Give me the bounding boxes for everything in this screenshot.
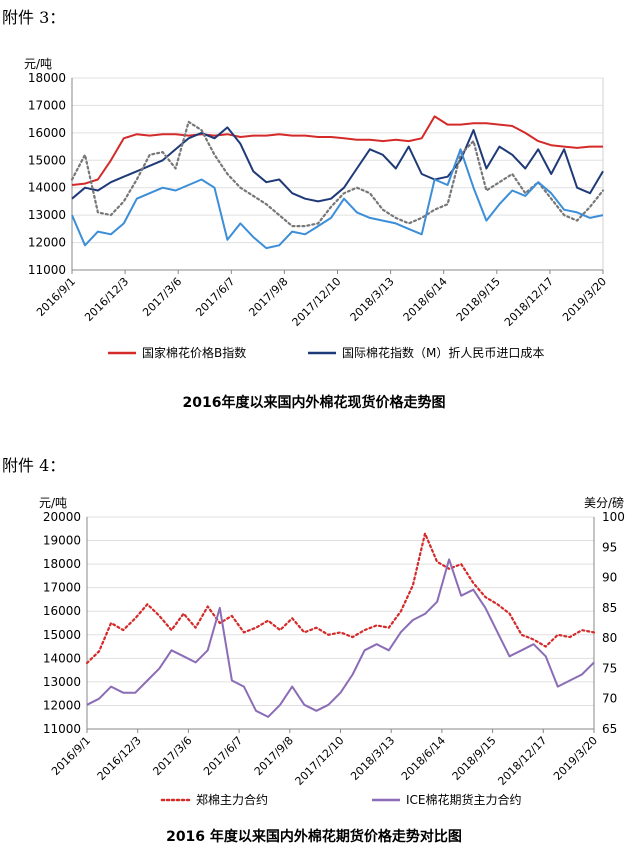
y2-tick-label: 90 — [602, 571, 617, 585]
series-line-1 — [86, 558, 595, 718]
y2-tick-label: 70 — [602, 692, 617, 706]
x-tick-label: 2018/9/15 — [450, 734, 499, 783]
y2-tick-label: 95 — [602, 540, 617, 554]
y-tick-label: 16000 — [28, 126, 66, 140]
plot-area — [71, 77, 604, 271]
attachment-label-4: 附件 4： — [2, 456, 66, 475]
x-tick-label: 2017/3/6 — [140, 275, 184, 319]
x-tick-label: 2018/3/13 — [348, 275, 397, 324]
y-tick-label: 15000 — [43, 628, 81, 642]
x-tick-label: 2016/9/1 — [34, 275, 78, 319]
y-tick-label: 20000 — [43, 510, 81, 524]
y-axis-label: 元/吨 — [39, 496, 67, 510]
y-tick-label: 14000 — [28, 181, 66, 195]
series-line-1 — [71, 126, 604, 203]
y-tick-label: 13000 — [28, 208, 66, 222]
y2-tick-label: 80 — [602, 631, 617, 645]
x-tick-label: 2017/9/8 — [246, 275, 290, 319]
x-tick-label: 2017/12/10 — [293, 734, 347, 788]
x-tick-label: 2017/3/6 — [150, 734, 194, 778]
y2-tick-label: 65 — [602, 722, 617, 736]
y2-tick-label: 100 — [602, 510, 625, 524]
attachment-label-3: 附件 3： — [2, 8, 66, 27]
x-tick-label: 2018/12/17 — [502, 275, 556, 329]
y-tick-label: 12000 — [28, 236, 66, 250]
chart2-title: 2016 年度以来国内外棉花期货价格走势对比图 — [166, 829, 462, 845]
x-tick-label: 2019/3/20 — [551, 734, 600, 783]
series-line-0 — [71, 115, 603, 186]
x-tick-label: 2018/9/15 — [454, 275, 503, 324]
x-tick-label: 2017/12/10 — [290, 275, 344, 329]
chart1-title: 2016年度以来国内外棉花现货价格走势图 — [182, 395, 446, 411]
futures-price-chart: 11000 12000 13000 14000 15000 16000 17000 18000… — [39, 495, 625, 807]
y-tick-label: 19000 — [43, 534, 81, 548]
y-axis-label: 元/吨 — [24, 57, 52, 71]
y-tick-label: 14000 — [43, 651, 81, 665]
x-tick-label: 2016/12/3 — [95, 734, 144, 783]
spot-price-chart: 11000 12000 13000 14000 15000 16000 17000 18000… — [24, 57, 609, 360]
y-tick-label: 11000 — [28, 263, 66, 277]
y2-tick-label: 75 — [602, 661, 617, 675]
y-tick-label: 15000 — [28, 153, 66, 167]
x-tick-label: 2018/12/17 — [495, 734, 549, 788]
series-line-2 — [70, 120, 605, 228]
y-tick-label: 17000 — [43, 581, 81, 595]
series-line-0 — [85, 532, 596, 665]
y-tick-label: 18000 — [28, 71, 66, 85]
x-tick-label: 2018/6/14 — [399, 734, 448, 783]
plot-area — [86, 516, 595, 730]
y2-tick-label: 85 — [602, 601, 617, 615]
y2-axis-label: 美分/磅 — [584, 495, 624, 510]
x-tick-label: 2016/9/1 — [49, 734, 93, 778]
x-tick-label: 2018/3/13 — [348, 734, 397, 783]
y-tick-label: 18000 — [43, 557, 81, 571]
y-tick-label: 13000 — [43, 675, 81, 689]
legend-label: 国际棉花指数（M）折人民币进口成本 — [342, 345, 544, 360]
x-tick-label: 2019/3/20 — [560, 275, 609, 324]
x-tick-label: 2018/6/14 — [401, 275, 450, 324]
x-tick-label: 2017/9/8 — [252, 734, 296, 778]
legend-label: 郑棉主力合约 — [196, 792, 268, 807]
y-tick-label: 11000 — [43, 722, 81, 736]
x-tick-label: 2017/6/7 — [193, 275, 237, 319]
x-tick-label: 2017/6/7 — [201, 734, 245, 778]
series-line-3 — [71, 148, 604, 250]
y-tick-label: 12000 — [43, 698, 81, 712]
x-tick-label: 2016/12/3 — [82, 275, 131, 324]
legend-label: 国家棉花价格B指数 — [142, 345, 246, 360]
legend-label: ICE棉花期货主力合约 — [406, 792, 522, 807]
y-tick-label: 17000 — [28, 98, 66, 112]
y-tick-label: 16000 — [43, 604, 81, 618]
